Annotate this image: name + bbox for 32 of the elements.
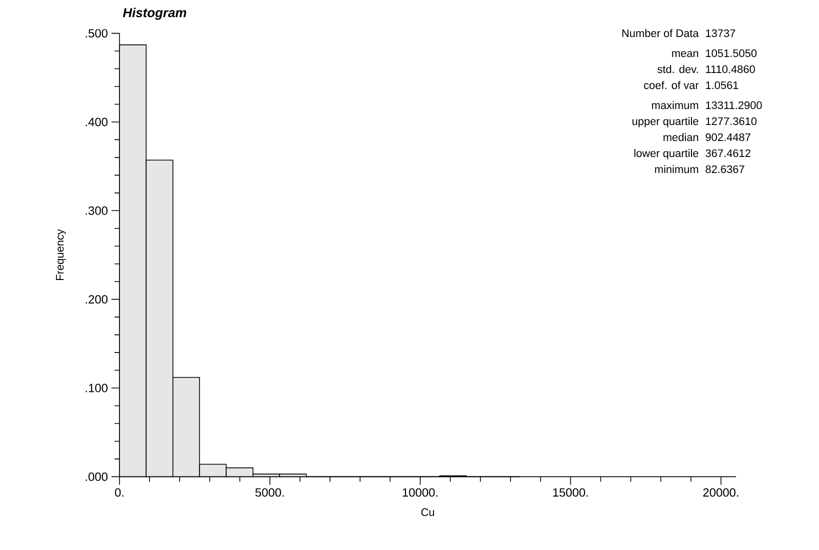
annotation: coef. of var xyxy=(644,81,699,90)
annotation: 1110.4860 xyxy=(706,65,755,74)
annotation: minimum xyxy=(655,165,698,174)
annotation: 367.4612 xyxy=(706,149,750,158)
x-tick-label: 10000. xyxy=(402,488,438,497)
annotation: 902.4487 xyxy=(706,133,750,142)
y-axis-title: Frequency xyxy=(56,229,66,280)
chart-title: Histogram xyxy=(122,8,186,20)
x-tick-label: 5000. xyxy=(255,488,284,497)
annotation: mean xyxy=(672,51,698,58)
annotation: 13737 xyxy=(706,29,736,38)
y-tick-label: .400 xyxy=(86,118,108,126)
y-tick-label: .200 xyxy=(86,295,108,304)
y-tick-label: .100 xyxy=(86,384,108,392)
annotation: median xyxy=(664,133,698,142)
annotation: 1.0561 xyxy=(706,81,738,90)
annotation: maximum xyxy=(652,101,698,110)
annotation: 82.6367 xyxy=(706,165,744,174)
annotation: std. dev. xyxy=(657,65,698,74)
y-tick-label: .000 xyxy=(86,472,108,481)
annotation: 1277.3610 xyxy=(706,117,757,126)
x-tick-label: 15000. xyxy=(553,488,588,497)
x-tick-label: 20000. xyxy=(703,488,738,497)
annotation: Number of Data xyxy=(622,29,699,38)
y-tick-label: .500 xyxy=(86,29,108,38)
annotation: lower quartile xyxy=(634,149,698,160)
x-tick-label: 0. xyxy=(114,488,124,497)
annotation: upper quartile xyxy=(632,117,698,128)
x-axis-title: Cu xyxy=(421,508,434,516)
annotation: 13311.2900 xyxy=(706,101,762,110)
y-tick-label: .300 xyxy=(86,206,108,215)
annotation: 1051.5050 xyxy=(706,49,757,58)
